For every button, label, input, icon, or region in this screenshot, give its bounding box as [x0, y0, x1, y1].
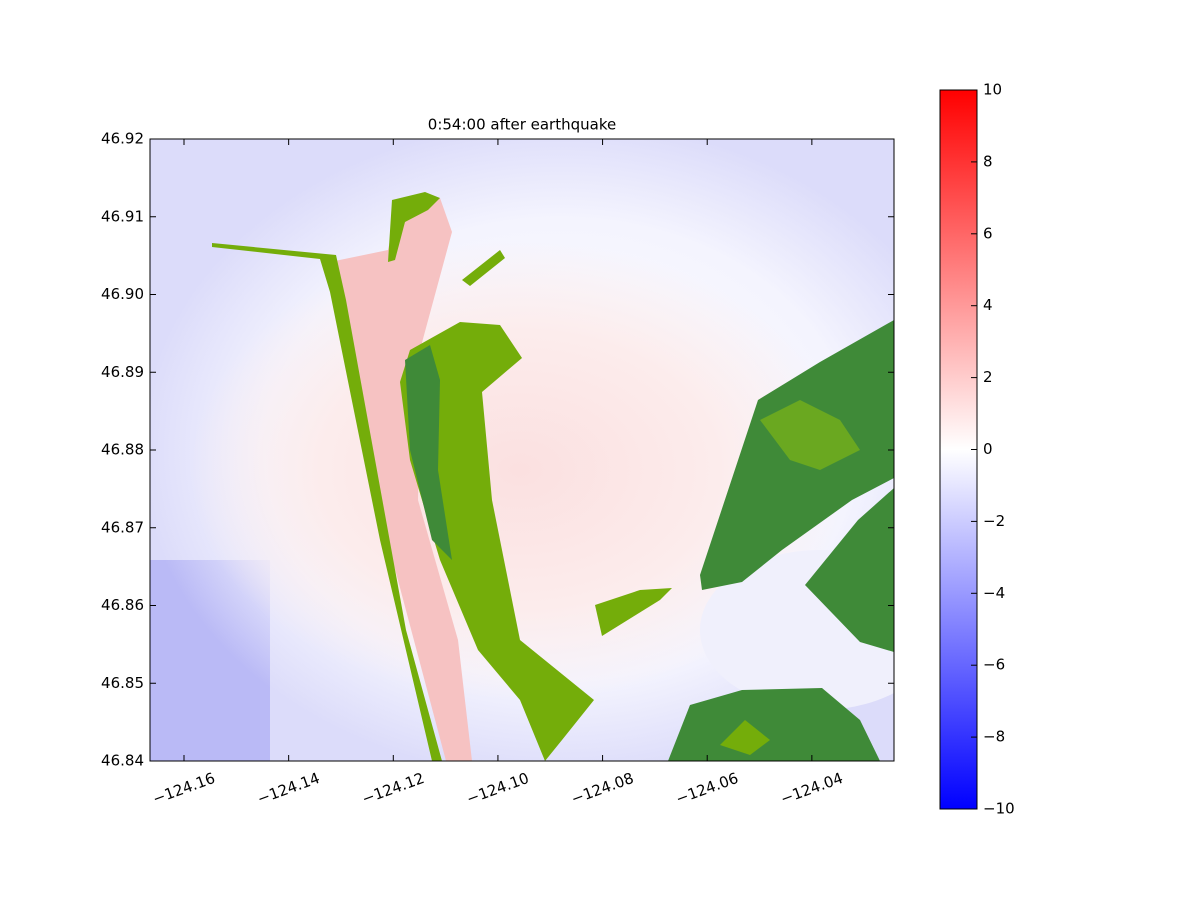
colorbar-tick-label: 10	[983, 81, 1002, 99]
y-tick-label: 46.92	[101, 130, 144, 148]
colorbar-tick-label: 0	[983, 440, 993, 458]
colorbar	[939, 89, 978, 810]
x-tick-label: −124.12	[359, 769, 426, 808]
map-field	[150, 139, 894, 761]
y-tick-label: 46.86	[101, 596, 144, 614]
x-tick-label: −124.06	[673, 769, 740, 808]
colorbar-tick-label: −2	[983, 512, 1005, 530]
colorbar-tick-label: −8	[983, 728, 1005, 746]
x-tick-label: −124.04	[778, 769, 845, 808]
colorbar-tick-label: −10	[983, 800, 1015, 818]
colorbar-tick-label: 6	[983, 224, 993, 242]
x-tick-label: −124.08	[569, 769, 636, 808]
y-tick-label: 46.87	[101, 518, 144, 536]
x-tick-label: −124.14	[255, 769, 322, 808]
chart-title: 0:54:00 after earthquake	[428, 116, 616, 134]
x-tick-label: −124.10	[464, 769, 531, 808]
colorbar-tick-label: 2	[983, 368, 993, 386]
y-tick-label: 46.90	[101, 285, 144, 303]
y-tick-label: 46.85	[101, 674, 144, 692]
y-tick-label: 46.84	[101, 752, 144, 770]
colorbar-tick-label: −4	[983, 584, 1005, 602]
y-tick-label: 46.89	[101, 363, 144, 381]
x-tick-label: −124.16	[150, 769, 217, 808]
y-tick-label: 46.91	[101, 207, 144, 225]
colorbar-tick-label: −6	[983, 656, 1005, 674]
colorbar-tick-label: 8	[983, 152, 993, 170]
colorbar-tick-label: 4	[983, 296, 993, 314]
y-tick-label: 46.88	[101, 441, 144, 459]
